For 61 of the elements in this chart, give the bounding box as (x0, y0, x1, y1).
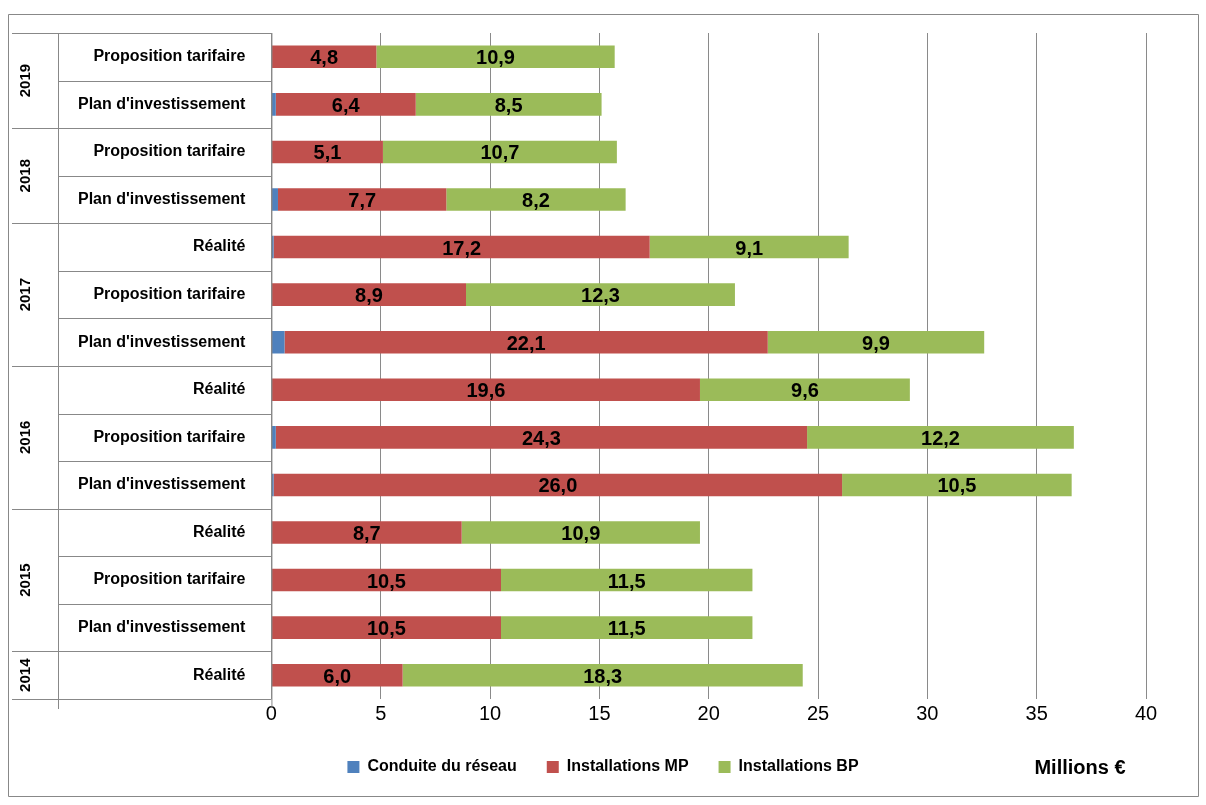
y-tick-label: Réalité (192, 237, 246, 255)
data-label: 11,5 (607, 569, 646, 592)
y-tick-label: Proposition tarifaire (93, 427, 246, 445)
x-tick-label: 25 (806, 701, 830, 724)
data-label: 8,5 (494, 93, 523, 116)
y-tick-label: Plan d'investissement (78, 332, 247, 350)
data-label: 9,6 (791, 379, 819, 402)
data-label: 10,5 (366, 569, 406, 592)
y-tick-label: Réalité (192, 665, 246, 683)
x-tick-label: 20 (697, 701, 720, 724)
y-tick-label: Plan d'investissement (78, 94, 247, 112)
text: 2015 (16, 563, 34, 597)
legend-label: Installations MP (566, 757, 689, 775)
text: 2017 (16, 277, 34, 312)
x-tick-label: 30 (916, 701, 939, 724)
y-tick-label: Plan d'investissement (78, 618, 247, 636)
text: 2014 (16, 657, 34, 692)
text: 2019 (16, 63, 34, 98)
data-label: 6,4 (331, 93, 361, 116)
x-tick-label: 40 (1134, 701, 1158, 724)
y-tick-label: Proposition tarifaire (93, 142, 246, 160)
data-label: 10,7 (480, 141, 520, 164)
y-tick-label: Réalité (192, 522, 246, 540)
data-label: 10,9 (561, 522, 601, 545)
y-tick-label: Proposition tarifaire (93, 570, 246, 588)
data-label: 26,0 (538, 474, 578, 497)
data-label: 8,2 (522, 189, 550, 212)
data-label: 8,7 (352, 522, 381, 545)
data-label: 4,8 (310, 46, 339, 69)
y-tick-label: Proposition tarifaire (93, 47, 246, 65)
x-tick-label: 15 (588, 701, 611, 724)
data-label: 17,2 (442, 236, 482, 259)
y-tick-label: Proposition tarifaire (93, 285, 246, 303)
x-tick-label: 0 (265, 701, 277, 724)
text: 2016 (16, 420, 34, 455)
y-tick-label: Plan d'investissement (78, 475, 247, 493)
data-label: 22,1 (506, 331, 546, 354)
y-tick-label: Réalité (192, 380, 246, 398)
data-label: 10,5 (937, 474, 977, 497)
x-tick-label: 5 (375, 701, 387, 724)
data-label: 6,0 (323, 664, 352, 687)
legend-label: Installations BP (738, 757, 859, 775)
data-label: 12,2 (921, 426, 960, 449)
x-axis-title: Millions € (1034, 755, 1126, 778)
data-label: 7,7 (348, 189, 377, 212)
x-tick-label: 10 (478, 701, 502, 724)
data-label: 10,9 (476, 46, 515, 69)
data-label: 10,5 (366, 617, 406, 640)
data-label: 8,9 (355, 284, 383, 307)
data-label: 5,1 (313, 141, 342, 164)
data-label: 12,3 (581, 284, 620, 307)
x-tick-label: 35 (1025, 701, 1048, 724)
data-label: 9,1 (735, 236, 764, 259)
data-label: 18,3 (583, 664, 623, 687)
data-label: 19,6 (466, 379, 506, 402)
data-label: 24,3 (521, 426, 561, 449)
text: 2018 (16, 159, 34, 193)
legend-label: Conduite du réseau (367, 757, 517, 775)
data-label: 9,9 (862, 331, 890, 354)
data-label: 11,5 (607, 617, 646, 640)
y-tick-label: Plan d'investissement (78, 189, 247, 207)
